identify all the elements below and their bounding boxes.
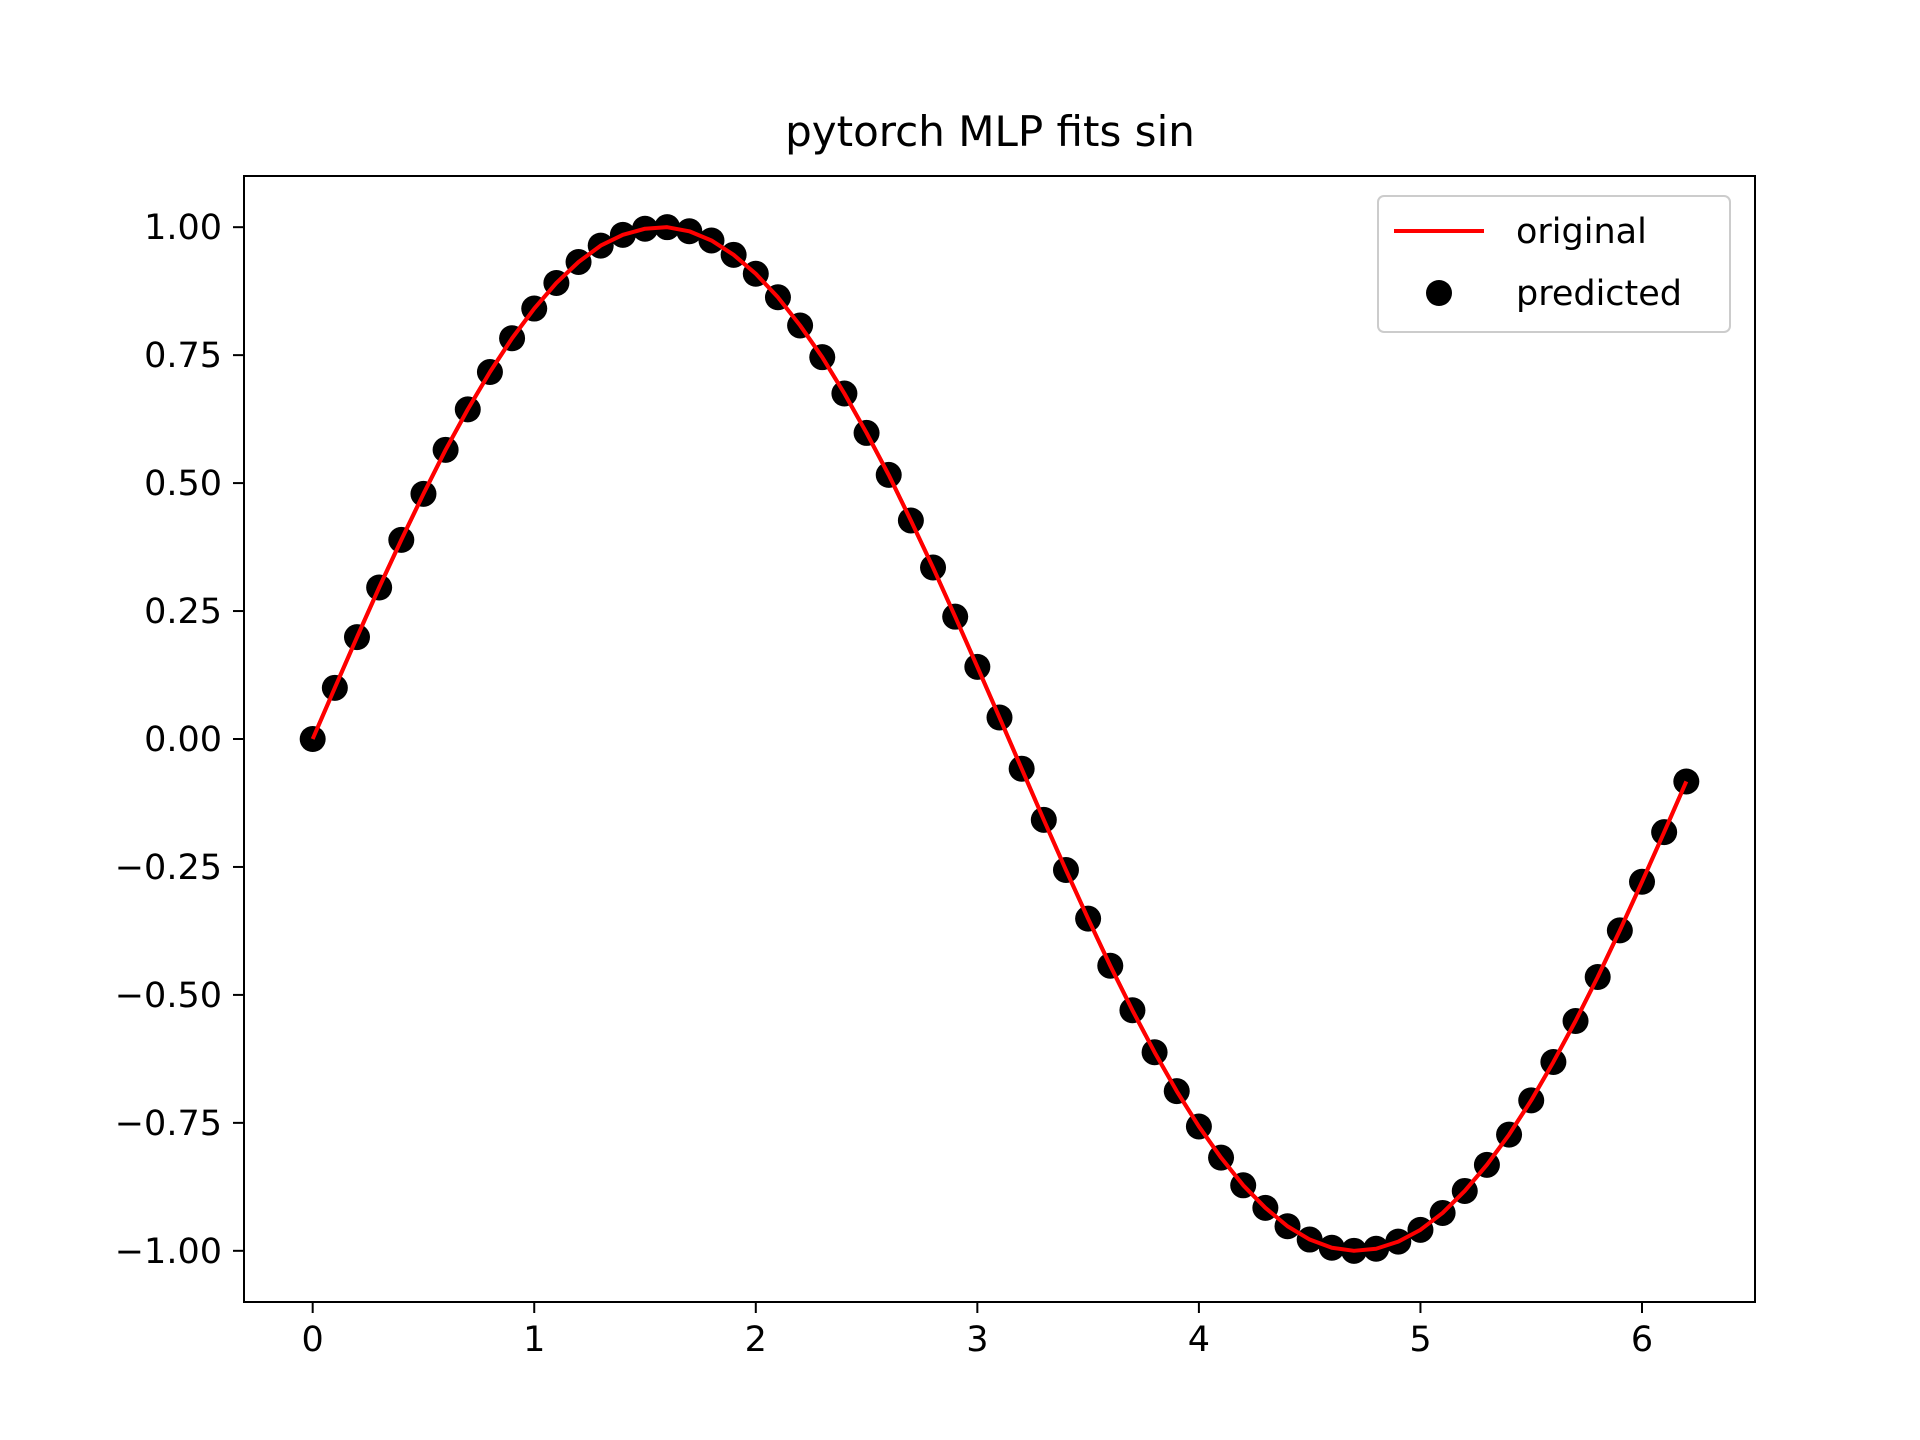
x-tick-label: 1 xyxy=(523,1320,545,1360)
y-tick-label: 1.00 xyxy=(144,208,222,248)
x-tick-label: 2 xyxy=(745,1320,767,1360)
legend: original predicted xyxy=(1377,195,1731,333)
x-tick-label: 6 xyxy=(1631,1320,1653,1360)
y-tick-label: 0.50 xyxy=(144,464,222,504)
y-tick-label: 0.75 xyxy=(144,336,222,376)
legend-label: predicted xyxy=(1516,274,1682,314)
series-line-overlay xyxy=(310,225,1689,1253)
x-tick-label: 4 xyxy=(1188,1320,1210,1360)
y-tick-label: 0.25 xyxy=(144,592,222,632)
y-tick-label: −0.25 xyxy=(115,848,222,888)
y-tick-label: −1.00 xyxy=(115,1232,222,1272)
plot-area xyxy=(299,214,1700,1264)
y-tick-label: 0.00 xyxy=(144,720,222,760)
y-tick-label: −0.50 xyxy=(115,976,222,1016)
legend-label: original xyxy=(1516,212,1647,252)
x-tick-label: 5 xyxy=(1409,1320,1431,1360)
legend-swatch-marker xyxy=(1426,280,1452,306)
chart-title: pytorch MLP fits sin xyxy=(785,107,1195,156)
y-tick-label: −0.75 xyxy=(115,1104,222,1144)
axes: 0 1 2 3 4 5 6 1.00 0.75 0.50 0.25 0.00 −0.25 −0.50 −0.… xyxy=(115,175,1756,1360)
x-tick-label: 0 xyxy=(302,1320,324,1360)
x-tick-label: 3 xyxy=(966,1320,988,1360)
